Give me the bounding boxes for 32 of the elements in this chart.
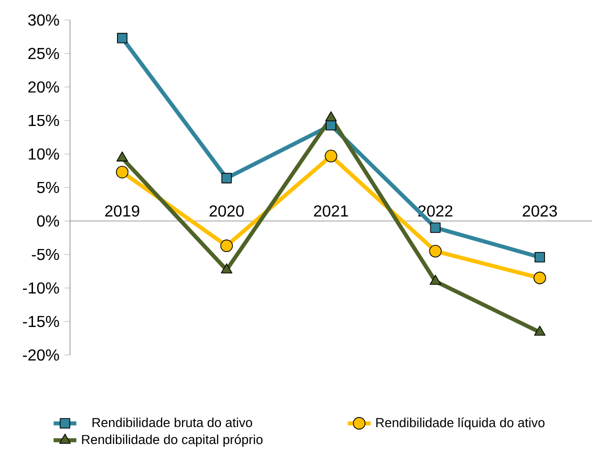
y-tick-label: 25% (28, 48, 60, 60)
point (534, 272, 546, 284)
legend-label: Rendibilidade do capital próprio (82, 434, 263, 447)
y-tick-label: 20% (28, 81, 60, 93)
point (534, 252, 545, 262)
point (430, 222, 441, 233)
point (220, 240, 233, 252)
y-tick-label: -10% (22, 282, 60, 294)
point (325, 111, 337, 122)
y-tick-label: 30% (28, 14, 60, 26)
y-tick-label: 0% (37, 215, 60, 227)
point (116, 166, 128, 178)
point (324, 150, 338, 162)
point (117, 32, 128, 44)
point (429, 244, 442, 258)
x-tick-label: 2021 (314, 205, 348, 217)
y-tick-label: 15% (28, 114, 60, 126)
point (221, 172, 232, 184)
point (534, 326, 546, 336)
y-tick-label: -5% (32, 248, 60, 260)
x-tick-label: 2019 (105, 205, 140, 217)
legend-label: Rendibilidade líquida do ativo (376, 418, 544, 430)
y-tick-label: -15% (22, 316, 60, 328)
y-tick-label: 10% (28, 148, 60, 160)
legend-label: Rendibilidade bruta do ativo (92, 418, 252, 428)
point (220, 263, 232, 274)
y-tick-label: -20% (22, 349, 60, 361)
point (430, 274, 442, 285)
x-tick-label: 2020 (210, 205, 244, 217)
x-tick-label: 2023 (522, 205, 557, 217)
y-tick-label: 5% (37, 182, 60, 194)
point (116, 151, 128, 162)
